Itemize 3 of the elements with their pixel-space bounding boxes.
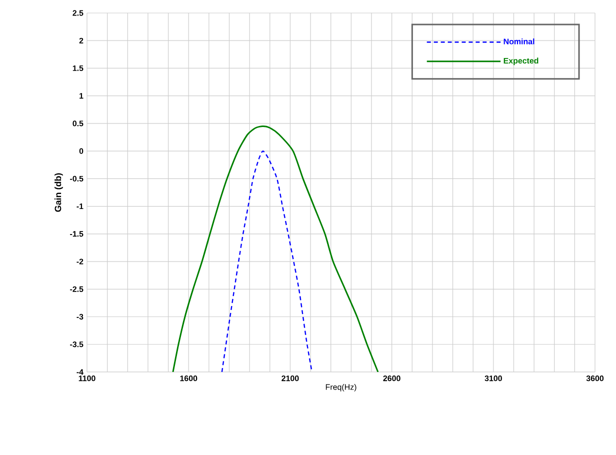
line-series xyxy=(172,125,379,372)
y-axis-title: Gain (db) xyxy=(54,173,63,212)
line-series xyxy=(221,150,313,372)
